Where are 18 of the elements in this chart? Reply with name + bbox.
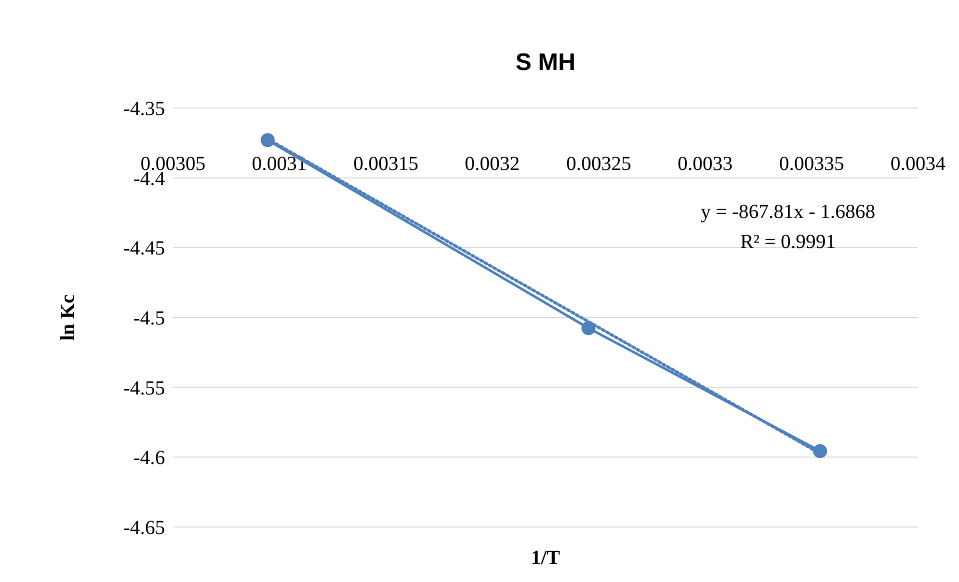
x-tick-label: 0.0031 xyxy=(252,153,307,175)
y-tick-label: -4.45 xyxy=(123,238,165,260)
x-tick-label: 0.00325 xyxy=(566,153,632,175)
y-tick-label: -4.65 xyxy=(123,517,165,539)
x-tick-label: 0.00315 xyxy=(353,153,418,175)
chart-title: S MH xyxy=(516,49,576,76)
x-axis-title: 1/T xyxy=(531,547,561,569)
x-tick-label: 0.0032 xyxy=(464,153,520,175)
y-tick-label: -4.35 xyxy=(123,98,165,120)
x-tick-label: 0.0033 xyxy=(678,153,733,175)
annotation: y = -867.81x - 1.6868 xyxy=(700,201,876,223)
y-tick-label: -4.55 xyxy=(123,377,165,400)
y-axis-title: ln Kc xyxy=(57,294,79,341)
x-tick-label: 0.0034 xyxy=(890,153,946,175)
y-tick-label: -4.6 xyxy=(133,447,165,470)
y-tick-label: -4.5 xyxy=(133,308,165,330)
annotation: R² = 0.9991 xyxy=(740,231,836,253)
x-tick-label: 0.00335 xyxy=(779,153,844,175)
